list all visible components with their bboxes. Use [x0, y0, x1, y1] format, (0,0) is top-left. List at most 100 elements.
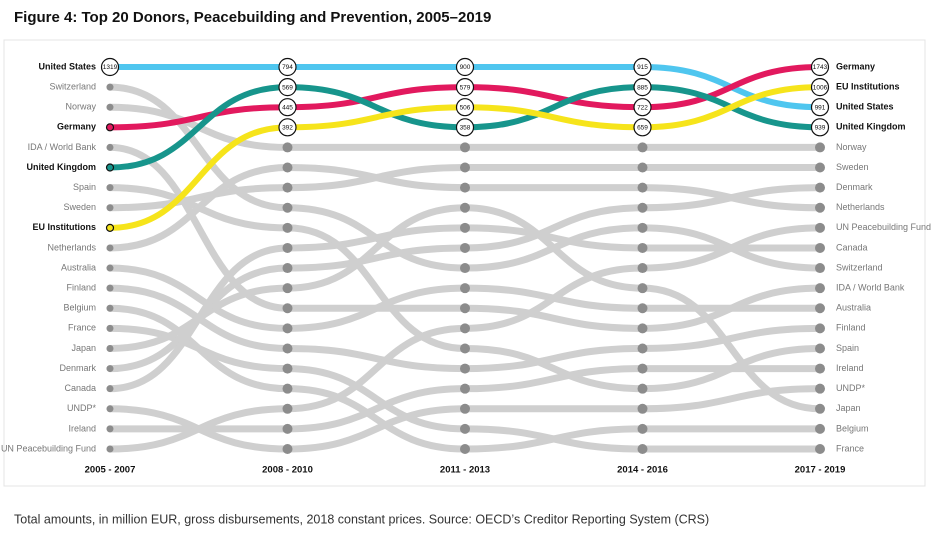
rank-dot: [106, 103, 114, 111]
rank-dot: [278, 57, 297, 77]
donor-label-left: Norway: [65, 102, 96, 112]
rank-dot: [815, 283, 825, 294]
rank-dot: [105, 163, 115, 172]
rank-dot: [106, 83, 114, 91]
rank-dot: [282, 423, 293, 434]
donor-label-left: Belgium: [63, 303, 96, 313]
donor-label-left: Canada: [64, 383, 96, 393]
rank-dot: [815, 403, 825, 414]
rank-dot: [282, 383, 293, 394]
rank-dot: [282, 444, 293, 454]
rank-dot: [815, 263, 825, 274]
donor-label-right: Spain: [836, 343, 859, 353]
donor-label-right: Ireland: [836, 363, 864, 373]
rank-dot: [106, 284, 114, 292]
rank-dot: [637, 142, 648, 153]
rank-dot: [637, 323, 648, 334]
value-label: 506: [460, 104, 471, 111]
rank-dot: [106, 304, 114, 312]
rank-dot: [282, 162, 293, 173]
rank-dot: [278, 118, 297, 137]
donor-label-left: EU Institutions: [33, 222, 97, 232]
rank-dot: [810, 118, 830, 137]
rank-dot: [810, 78, 830, 97]
rank-dot: [282, 363, 293, 374]
rank-dot: [637, 383, 648, 394]
value-marker: 885: [633, 78, 652, 97]
rank-dot: [637, 343, 648, 354]
donor-line: [106, 304, 824, 453]
rank-dot: [106, 244, 114, 252]
value-label: 445: [282, 104, 293, 111]
donor-label-right: Japan: [836, 403, 861, 413]
donor-label-right: UN Peacebuilding Fund: [836, 222, 931, 232]
value-label: 1743: [813, 64, 828, 71]
rank-dot: [460, 182, 470, 193]
rank-dot: [637, 202, 648, 213]
rank-dot: [455, 98, 475, 117]
rank-dot: [100, 57, 120, 77]
value-marker: 579: [455, 78, 475, 97]
rank-dot: [282, 323, 293, 334]
donor-label-left: Japan: [71, 343, 96, 353]
footnote: Total amounts, in million EUR, gross dis…: [14, 512, 709, 526]
donor-label-left: Switzerland: [49, 81, 96, 91]
donor-label-right: Belgium: [836, 423, 869, 433]
rank-dot: [460, 222, 470, 233]
donor-label-right: Switzerland: [836, 262, 883, 272]
rank-dot: [106, 143, 114, 151]
rank-dot: [815, 343, 825, 354]
donor-label-left: France: [68, 323, 96, 333]
period-label: 2008 - 2010: [262, 465, 313, 476]
donor-label-left: Netherlands: [47, 242, 96, 252]
rank-dot: [460, 383, 470, 394]
donor-line: [106, 184, 824, 393]
rank-dot: [106, 264, 114, 272]
rank-dot: [282, 263, 293, 274]
value-marker: 506: [455, 98, 475, 117]
rank-dot: [282, 303, 293, 314]
value-label: 722: [637, 104, 648, 111]
donor-label-right: United States: [836, 102, 894, 112]
value-marker: 991: [810, 98, 830, 117]
rank-dot: [637, 303, 648, 314]
donor-label-left: United States: [38, 61, 96, 71]
value-label: 885: [637, 84, 648, 91]
rank-dot: [460, 363, 470, 374]
rank-dot: [460, 423, 470, 434]
donor-label-left: IDA / World Bank: [28, 142, 97, 152]
rank-dot: [637, 263, 648, 274]
value-label: 1006: [813, 84, 828, 91]
rank-dot: [810, 57, 830, 77]
rank-dot: [637, 444, 648, 454]
donor-label-left: Australia: [61, 262, 96, 272]
value-marker: 1006: [810, 78, 830, 97]
rank-dot: [460, 162, 470, 173]
donor-label-left: Germany: [57, 122, 96, 132]
donor-label-left: Denmark: [59, 363, 96, 373]
rank-dot: [460, 323, 470, 334]
value-label: 659: [637, 125, 648, 132]
period-label: 2014 - 2016: [617, 465, 668, 476]
rank-dot: [106, 445, 114, 453]
rank-dot: [637, 403, 648, 414]
rank-dot: [633, 98, 652, 117]
donor-line: [106, 164, 824, 252]
donor-label-right: Canada: [836, 242, 868, 252]
value-marker: 1743: [810, 57, 830, 77]
rank-dot: [106, 344, 114, 352]
rank-dot: [815, 182, 825, 193]
donor-label-left: UN Peacebuilding Fund: [1, 443, 96, 453]
rank-dot: [815, 383, 825, 394]
rank-dot: [455, 118, 475, 137]
rank-dot: [106, 324, 114, 332]
value-marker: 659: [633, 118, 652, 137]
value-marker: 900: [455, 57, 475, 77]
chart-title: Figure 4: Top 20 Donors, Peacebuilding a…: [14, 9, 491, 26]
donor-label-left: Ireland: [68, 423, 96, 433]
rank-dot: [810, 98, 830, 117]
rank-dot: [106, 405, 114, 413]
rank-dot: [282, 222, 293, 233]
rank-dot: [460, 142, 470, 153]
rank-dot: [106, 385, 114, 393]
